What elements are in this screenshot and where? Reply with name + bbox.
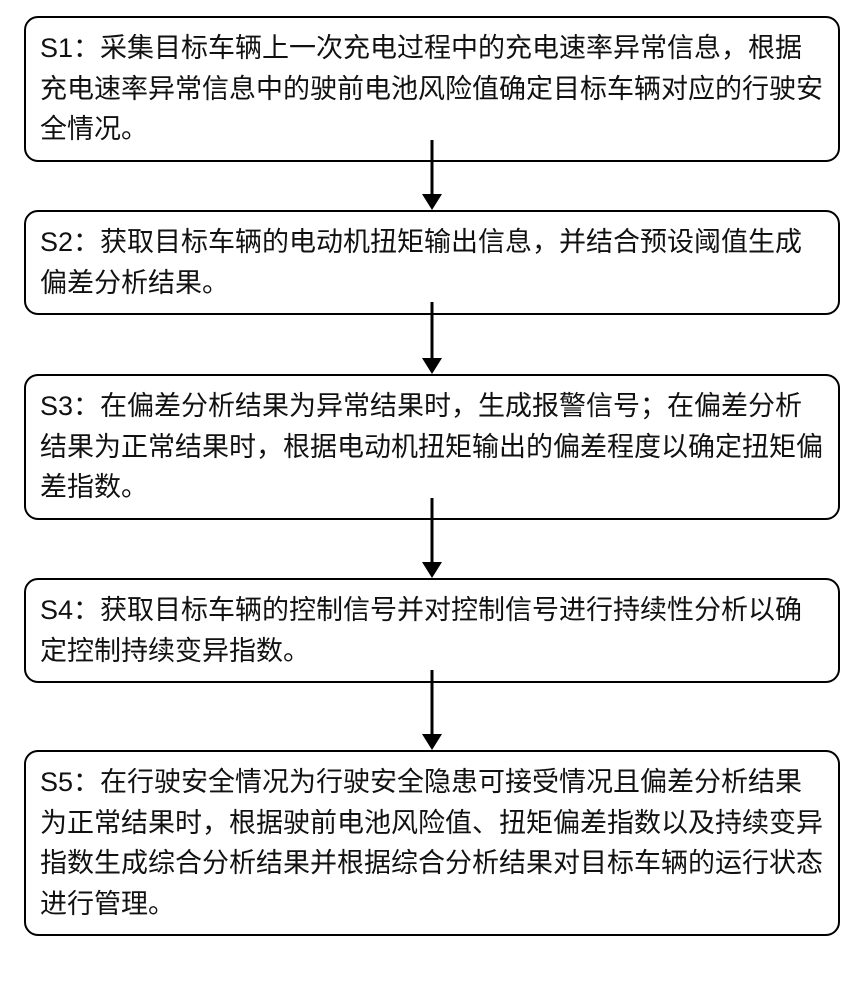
node-text: S1：采集目标车辆上一次充电过程中的充电速率异常信息，根据充电速率异常信息中的驶… — [40, 33, 823, 144]
flow-node-s4: S4：获取目标车辆的控制信号并对控制信号进行持续性分析以确定控制持续变异指数。 — [24, 578, 840, 683]
node-text: S3：在偏差分析结果为异常结果时，生成报警信号；在偏差分析结果为正常结果时，根据… — [40, 391, 823, 502]
arrow-head-icon — [422, 562, 442, 578]
flow-node-s2: S2：获取目标车辆的电动机扭矩输出信息，并结合预设阈值生成偏差分析结果。 — [24, 210, 840, 315]
arrow-line — [431, 498, 434, 562]
arrow-head-icon — [422, 734, 442, 750]
flow-node-s5: S5：在行驶安全情况为行驶安全隐患可接受情况且偏差分析结果为正常结果时，根据驶前… — [24, 750, 840, 936]
arrow-head-icon — [422, 358, 442, 374]
arrow-line — [431, 140, 434, 194]
node-text: S2：获取目标车辆的电动机扭矩输出信息，并结合预设阈值生成偏差分析结果。 — [40, 227, 802, 298]
arrow-line — [431, 302, 434, 358]
flowchart-container: S1：采集目标车辆上一次充电过程中的充电速率异常信息，根据充电速率异常信息中的驶… — [0, 0, 864, 1000]
node-text: S5：在行驶安全情况为行驶安全隐患可接受情况且偏差分析结果为正常结果时，根据驶前… — [40, 767, 823, 919]
arrow-line — [431, 670, 434, 734]
node-text: S4：获取目标车辆的控制信号并对控制信号进行持续性分析以确定控制持续变异指数。 — [40, 595, 802, 666]
arrow-head-icon — [422, 194, 442, 210]
